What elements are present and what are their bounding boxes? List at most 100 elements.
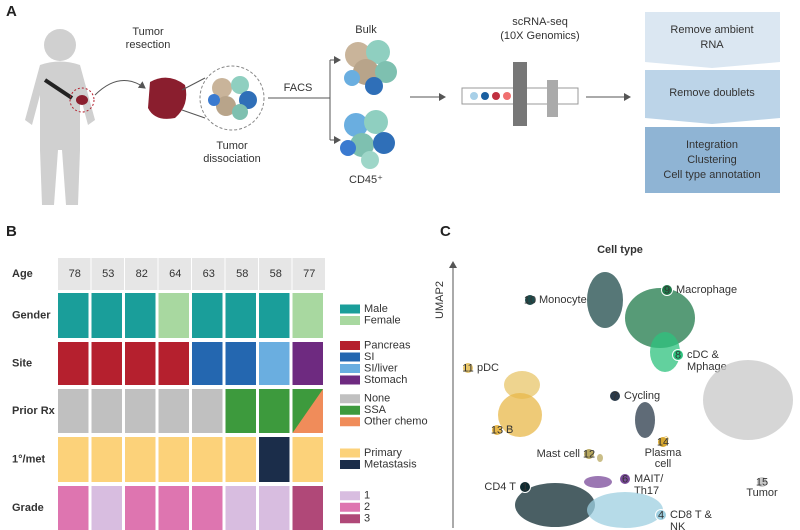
caption: CD45⁺ [349,174,383,186]
cluster-name: Monocyte [539,294,587,306]
age-value: 58 [270,268,282,280]
cell [292,486,323,530]
row-label: 1°/met [12,453,45,465]
scalpel [43,78,74,100]
cluster-name: B [506,424,513,436]
arrow [94,80,146,96]
cluster-id: 10 [524,294,536,306]
cell [259,389,290,433]
cell [125,486,156,530]
cluster-cloud [498,393,542,437]
legend-swatch [340,448,360,458]
legend-label: Stomach [364,374,407,386]
plot-title: Cell type [597,244,643,256]
axis-label: UMAP2 [434,281,446,319]
cell [192,437,223,482]
age-value: 82 [136,268,148,280]
age-cell [292,258,325,290]
legend-swatch [340,394,360,404]
cluster-cloud [625,288,695,348]
panel-label: B [6,223,17,240]
step-box [645,70,780,124]
panel-a-art [25,12,780,205]
tumor [148,77,187,119]
cluster-cloud [587,272,623,328]
cell [125,389,156,433]
cluster-badge [462,362,474,374]
cluster-badge [491,424,503,436]
legend-swatch [340,364,360,373]
age-cell [192,258,225,290]
legend-label: SSA [364,404,387,416]
cluster-cloud [515,483,595,527]
cluster-id: 15 [756,476,768,488]
row-label: Prior Rx [12,405,56,417]
cluster-cloud [703,360,793,440]
step-text: Remove doublets [669,87,755,99]
cluster-badge [756,476,768,488]
cell [192,486,223,530]
cluster-id: 4 [658,509,664,521]
caption: Tumor [132,26,164,38]
step-box [645,12,780,68]
cell [192,342,223,385]
connector [181,77,206,91]
age-value: 63 [203,268,215,280]
age-cell [125,258,158,290]
legend-swatch [340,514,360,524]
legend-label: Metastasis [364,458,417,470]
cluster-name: Tumor [746,487,778,499]
cluster-id: 11 [462,362,473,374]
cluster-id: 14 [657,436,669,448]
cell [259,293,290,338]
age-value: 64 [169,268,181,280]
cluster-cloud [584,476,612,488]
cell [259,437,290,482]
cluster-badge [524,294,536,306]
age-cell [91,258,124,290]
legend-swatch [340,341,360,350]
step-text: Remove ambient [670,24,753,36]
cluster-id: 13 [491,424,503,436]
cluster-name: Cycling [624,390,660,402]
cluster-badge [655,509,667,521]
cell [225,389,256,433]
cluster-badge [609,390,621,402]
age-value: 77 [303,268,315,280]
age-cell [259,258,292,290]
age-value: 58 [236,268,248,280]
cell [158,389,189,433]
cluster-id: 1 [522,481,528,493]
cell [91,293,122,338]
cell [192,389,223,433]
legend-label: None [364,393,390,405]
legend-swatch [340,316,360,325]
step-box [645,127,780,193]
cluster-name: CD8 T & [670,509,712,521]
cluster-id: 6 [622,473,628,485]
cell [58,486,89,530]
legend-swatch [340,352,360,362]
legend-label: 1 [364,490,370,502]
cluster-name: cell [655,458,672,470]
cell [225,293,256,338]
age-cell [58,258,91,290]
cell [58,342,89,385]
cluster-cloud [635,402,655,438]
legend-swatch [340,405,360,415]
cluster-id: 9 [664,284,670,296]
cd45-cells [340,110,395,169]
cell [91,389,122,433]
cell [91,437,122,482]
legend-swatch [340,491,360,501]
cluster-name: MAIT/ [634,473,664,485]
cell [58,389,89,433]
age-value: 53 [102,268,114,280]
cluster-badge [519,481,531,493]
cell [158,437,189,482]
step-text: Clustering [687,154,737,166]
legend-label: Male [364,303,388,315]
caption: Tumor [216,140,248,152]
row-label: Site [12,357,32,369]
legend-swatch [340,417,360,427]
